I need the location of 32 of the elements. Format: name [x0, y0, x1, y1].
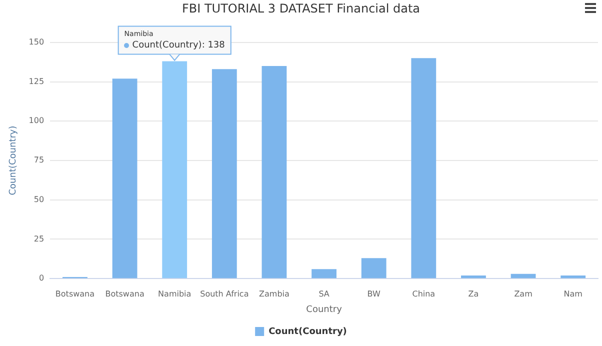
x-tick-label: Nam	[564, 289, 583, 298]
x-tick-label: Namibia	[158, 289, 192, 298]
x-axis-title: Country	[306, 304, 343, 315]
bar	[312, 269, 336, 278]
y-tick-label: 25	[34, 234, 44, 244]
bar	[510, 274, 536, 278]
x-tick-label: Botswana	[105, 289, 144, 298]
y-tick-label: 75	[34, 156, 44, 165]
bar	[461, 275, 486, 278]
y-tick-label: 125	[28, 76, 44, 86]
x-tick-label: SA	[318, 289, 330, 298]
bar	[411, 58, 436, 278]
x-tick-label: Botswana	[55, 289, 95, 298]
y-tick-label: 0	[38, 274, 44, 283]
bar	[212, 69, 237, 278]
legend-label: Count(Country)	[268, 326, 347, 337]
y-tick-label: 100	[28, 116, 44, 126]
x-tick-label: Za	[468, 289, 479, 298]
bar	[162, 61, 188, 278]
bar	[262, 66, 287, 278]
x-tick-label: BW	[367, 289, 380, 298]
bar	[560, 275, 586, 278]
x-tick-label: South Africa	[200, 289, 249, 298]
x-tick-label: Zambia	[259, 289, 290, 298]
x-tick-label: China	[412, 289, 436, 298]
bar	[112, 78, 138, 278]
chart-title: FBI TUTORIAL 3 DATASET Financial data	[182, 1, 420, 16]
y-axis-title: Count(Country)	[8, 126, 19, 196]
bar	[361, 258, 386, 278]
x-tick-label: Zam	[514, 289, 533, 298]
y-tick-label: 50	[34, 194, 44, 204]
y-tick-label: 150	[28, 37, 44, 46]
